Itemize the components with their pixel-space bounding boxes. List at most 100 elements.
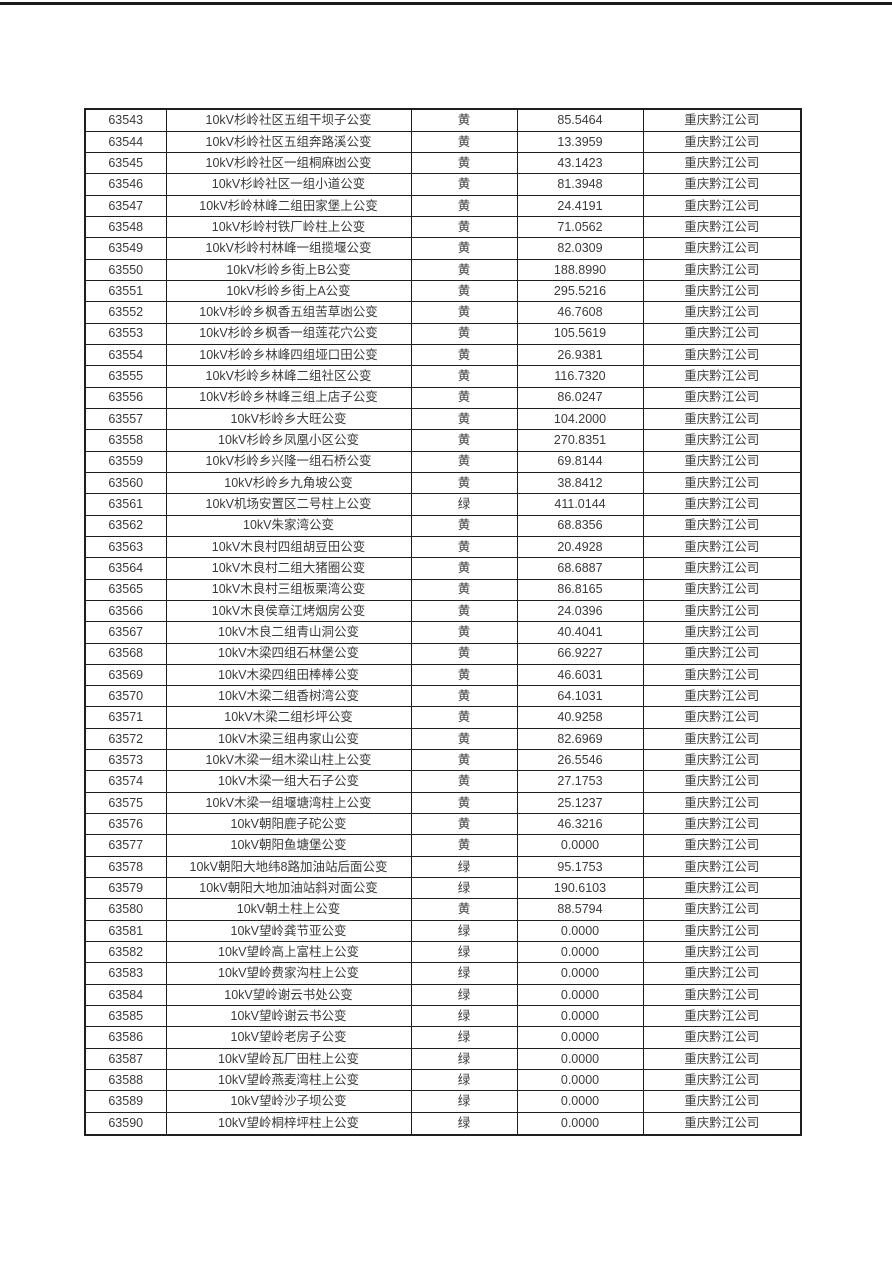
table-row: 63575 10kV木梁一组堰塘湾柱上公变黄 25.1237 重庆黔江公司 — [84, 791, 802, 815]
cell-serial: 63578 — [84, 855, 167, 879]
cell-name: 10kV木梁一组木梁山柱上公变 — [165, 749, 412, 772]
transformer-table: 63543 10kV杉岭社区五组干坝子公变黄 85.5464 重庆黔江公司 63544 1… — [84, 108, 802, 1136]
cell-company: 重庆黔江公司 — [642, 877, 802, 900]
table-row: 63550 10kV杉岭乡街上B公变黄 188.8990 重庆黔江公司 — [84, 258, 802, 281]
cell-name: 10kV杉岭村铁厂岭柱上公变 — [165, 215, 412, 239]
cell-company: 重庆黔江公司 — [642, 898, 802, 921]
cell-serial: 63551 — [84, 279, 167, 303]
cell-value: 24.0396 — [516, 599, 644, 623]
cell-serial: 63544 — [84, 130, 167, 153]
table-row: 63548 10kV杉岭村铁厂岭柱上公变黄 71.0562 重庆黔江公司 — [84, 215, 802, 239]
table-row: 63577 10kV朝阳鱼塘堡公变黄 0.0000 重庆黔江公司 — [84, 834, 802, 857]
cell-value: 116.7320 — [516, 365, 644, 388]
cell-value: 0.0000 — [516, 983, 644, 1007]
cell-value: 0.0000 — [516, 919, 644, 943]
table-row: 63573 10kV木梁一组木梁山柱上公变黄 26.5546 重庆黔江公司 — [84, 749, 802, 772]
cell-value: 0.0000 — [516, 941, 644, 964]
cell-company: 重庆黔江公司 — [642, 663, 802, 687]
cell-name: 10kV朝土柱上公变 — [165, 898, 412, 921]
cell-status: 黄 — [410, 791, 518, 815]
table-row: 63561 10kV机场安置区二号柱上公变绿 411.0144 重庆黔江公司 — [84, 493, 802, 516]
table-row: 63558 10kV杉岭乡凤凰小区公变黄 270.8351 重庆黔江公司 — [84, 429, 802, 452]
cell-value: 46.7608 — [516, 301, 644, 324]
cell-company: 重庆黔江公司 — [642, 535, 802, 559]
cell-company: 重庆黔江公司 — [642, 791, 802, 815]
cell-status: 黄 — [410, 365, 518, 388]
cell-name: 10kV望岭老房子公变 — [165, 1026, 412, 1049]
cell-serial: 63588 — [84, 1069, 167, 1092]
cell-status: 黄 — [410, 301, 518, 324]
cell-status: 黄 — [410, 898, 518, 921]
cell-company: 重庆黔江公司 — [642, 1069, 802, 1092]
cell-value: 26.5546 — [516, 749, 644, 772]
cell-company: 重庆黔江公司 — [642, 578, 802, 601]
cell-value: 0.0000 — [516, 1111, 644, 1136]
cell-company: 重庆黔江公司 — [642, 770, 802, 793]
cell-status: 绿 — [410, 1026, 518, 1049]
cell-status: 绿 — [410, 1069, 518, 1092]
cell-company: 重庆黔江公司 — [642, 599, 802, 623]
table-row: 63552 10kV杉岭乡枫香五组苦草凼公变黄 46.7608 重庆黔江公司 — [84, 301, 802, 324]
cell-status: 黄 — [410, 407, 518, 431]
cell-name: 10kV朝阳大地纬8路加油站后面公变 — [165, 855, 412, 879]
cell-name: 10kV望岭沙子坝公变 — [165, 1090, 412, 1113]
cell-status: 黄 — [410, 258, 518, 281]
cell-company: 重庆黔江公司 — [642, 855, 802, 879]
cell-value: 0.0000 — [516, 834, 644, 857]
table-row: 63580 10kV朝土柱上公变黄 88.5794 重庆黔江公司 — [84, 898, 802, 921]
cell-company: 重庆黔江公司 — [642, 386, 802, 409]
cell-company: 重庆黔江公司 — [642, 343, 802, 367]
cell-status: 黄 — [410, 621, 518, 644]
table-row: 63579 10kV朝阳大地加油站斜对面公变绿 190.6103 重庆黔江公司 — [84, 877, 802, 900]
cell-serial: 63563 — [84, 535, 167, 559]
table-row: 63586 10kV望岭老房子公变绿 0.0000 重庆黔江公司 — [84, 1026, 802, 1049]
cell-value: 46.3216 — [516, 813, 644, 836]
cell-serial: 63554 — [84, 343, 167, 367]
cell-name: 10kV杉岭村林峰一组揽堰公变 — [165, 237, 412, 260]
table-row: 63564 10kV木良村二组大猪圈公变黄 68.6887 重庆黔江公司 — [84, 557, 802, 580]
cell-name: 10kV杉岭乡街上A公变 — [165, 279, 412, 303]
cell-company: 重庆黔江公司 — [642, 493, 802, 516]
cell-name: 10kV望岭瓦厂田柱上公变 — [165, 1047, 412, 1071]
cell-value: 85.5464 — [516, 108, 644, 132]
cell-company: 重庆黔江公司 — [642, 365, 802, 388]
cell-status: 黄 — [410, 514, 518, 537]
cell-value: 38.8412 — [516, 471, 644, 495]
cell-company: 重庆黔江公司 — [642, 983, 802, 1007]
cell-value: 0.0000 — [516, 1069, 644, 1092]
cell-serial: 63569 — [84, 663, 167, 687]
table-row: 63569 10kV木梁四组田棒棒公变黄 46.6031 重庆黔江公司 — [84, 663, 802, 687]
cell-value: 86.8165 — [516, 578, 644, 601]
cell-status: 黄 — [410, 215, 518, 239]
cell-serial: 63576 — [84, 813, 167, 836]
cell-value: 0.0000 — [516, 962, 644, 985]
cell-value: 69.8144 — [516, 450, 644, 473]
cell-status: 黄 — [410, 322, 518, 345]
cell-serial: 63566 — [84, 599, 167, 623]
cell-serial: 63590 — [84, 1111, 167, 1136]
cell-status: 黄 — [410, 130, 518, 153]
cell-serial: 63548 — [84, 215, 167, 239]
cell-value: 40.9258 — [516, 706, 644, 729]
table-row: 63551 10kV杉岭乡街上A公变黄 295.5216 重庆黔江公司 — [84, 279, 802, 303]
table-row: 63576 10kV朝阳鹿子砣公变黄 46.3216 重庆黔江公司 — [84, 813, 802, 836]
cell-name: 10kV木梁三组冉家山公变 — [165, 727, 412, 751]
cell-serial: 63550 — [84, 258, 167, 281]
cell-name: 10kV杉岭社区五组干坝子公变 — [165, 108, 412, 132]
cell-serial: 63549 — [84, 237, 167, 260]
cell-value: 25.1237 — [516, 791, 644, 815]
cell-company: 重庆黔江公司 — [642, 237, 802, 260]
cell-name: 10kV杉岭社区五组奔路溪公变 — [165, 130, 412, 153]
cell-status: 黄 — [410, 749, 518, 772]
cell-status: 黄 — [410, 429, 518, 452]
cell-status: 黄 — [410, 237, 518, 260]
cell-name: 10kV杉岭乡林峰二组社区公变 — [165, 365, 412, 388]
table-row: 63583 10kV望岭费家沟柱上公变绿 0.0000 重庆黔江公司 — [84, 962, 802, 985]
cell-serial: 63579 — [84, 877, 167, 900]
cell-serial: 63570 — [84, 685, 167, 708]
cell-status: 黄 — [410, 834, 518, 857]
cell-status: 黄 — [410, 343, 518, 367]
cell-serial: 63582 — [84, 941, 167, 964]
cell-company: 重庆黔江公司 — [642, 1047, 802, 1071]
table-row: 63581 10kV望岭龚节亚公变绿 0.0000 重庆黔江公司 — [84, 919, 802, 943]
